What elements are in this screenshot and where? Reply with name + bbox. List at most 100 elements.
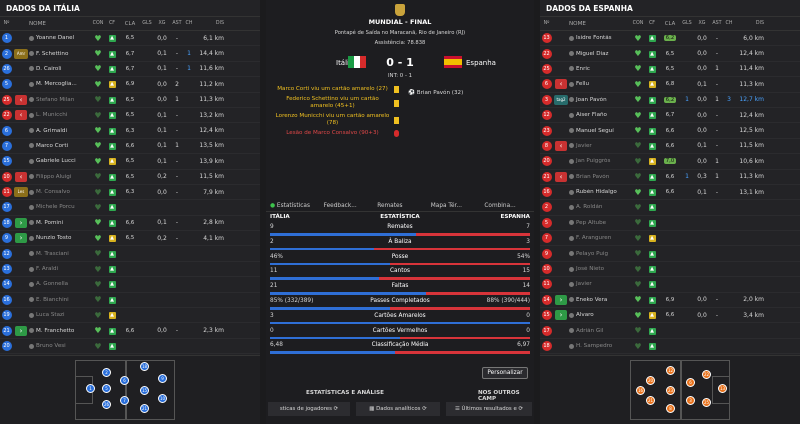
home-event[interactable]: Marco Corti viu um cartão amarelo (27) xyxy=(274,86,399,93)
player-name[interactable]: Rubén Hidalgo xyxy=(576,189,617,196)
player-name-cell[interactable]: Álvaro xyxy=(569,312,631,318)
spain-player-marker[interactable]: 13 xyxy=(718,384,727,393)
home-event[interactable]: Lorenzo Municchi viu um cartão amarelo (… xyxy=(274,113,399,127)
home-event[interactable]: Lesão de Marco Consalvo (90+3) xyxy=(274,130,399,137)
player-row[interactable]: 23 Manuel Seguí ♥ ▲ 6,6 0,0- 12,5 km xyxy=(540,123,800,139)
status-tag[interactable]: Les xyxy=(14,187,28,198)
italy-player-marker[interactable]: 18 xyxy=(140,362,149,371)
player-name-cell[interactable]: Jan Puiggròs xyxy=(569,158,631,164)
sub-out-icon[interactable]: ‹ xyxy=(15,94,27,105)
player-row[interactable]: 3 tag2 Joan Pavón ♥ ▲ 6,2 1 0,0 1 3 12,7 km xyxy=(540,93,800,108)
player-name-cell[interactable]: A. Gonnella xyxy=(29,281,91,287)
player-name[interactable]: Manuel Seguí xyxy=(576,127,614,134)
player-name[interactable]: Eneko Vera xyxy=(576,296,608,303)
player-name-cell[interactable]: José Nieto xyxy=(569,266,631,272)
player-name-cell[interactable]: A. Roldán xyxy=(569,204,631,210)
player-row[interactable]: 13 Isidre Fontás ♥ ▲ 6,2 0,0- 6,0 km xyxy=(540,31,800,47)
player-row[interactable]: 6 A. Grimaldi ♥ ▲ 6,3 0,1- 12,4 km xyxy=(0,123,260,139)
player-name-cell[interactable]: Eneko Vera xyxy=(569,297,631,303)
status-tag[interactable]: Amr xyxy=(14,48,28,59)
column-header[interactable]: AST xyxy=(172,21,182,26)
player-name[interactable]: A. Grimaldi xyxy=(36,127,68,134)
player-row[interactable]: 14 A. Gonnella ♥ ▲ xyxy=(0,277,260,293)
player-name[interactable]: Álvaro xyxy=(576,312,594,319)
player-row[interactable]: 22 ‹ L. Municchi ♥ ▲ 6,5 0,1- 13,2 km xyxy=(0,108,260,124)
player-name-cell[interactable]: Isidre Fontás xyxy=(569,35,631,41)
player-row[interactable]: 10 José Nieto ♥ ▲ xyxy=(540,262,800,278)
player-row[interactable]: 25 ‹ Stefano Milan ♥ ▲ 6,5 0,0 1 11,3 km xyxy=(0,93,260,108)
player-name[interactable]: Adrián Gil xyxy=(576,327,604,334)
player-name[interactable]: Isidre Fontás xyxy=(576,35,612,42)
player-name[interactable]: F. Aranguren xyxy=(576,235,612,242)
player-row[interactable]: 18 H. Sampedro ♥ ▲ xyxy=(540,339,800,355)
column-header[interactable]: AST xyxy=(712,21,722,26)
player-name-cell[interactable]: Javier xyxy=(569,281,631,287)
player-row[interactable]: 20 Bruno Vesi ♥ ▲ xyxy=(0,339,260,355)
italy-player-marker[interactable]: 10 xyxy=(158,394,167,403)
player-name-cell[interactable]: F. Araldi xyxy=(29,266,91,272)
player-name[interactable]: Pelayo Puig xyxy=(576,250,609,257)
player-name[interactable]: M. Pomini xyxy=(36,219,64,226)
spain-player-marker[interactable]: 6 xyxy=(686,378,695,387)
column-header[interactable]: GLS xyxy=(142,21,152,26)
column-header[interactable]: Nº xyxy=(543,21,550,26)
sub-out-icon[interactable]: ‹ xyxy=(555,79,567,90)
player-name-cell[interactable]: Pelayo Puig xyxy=(569,251,631,257)
player-name-cell[interactable]: M. Trasciani xyxy=(29,251,91,257)
italy-player-marker[interactable]: 21 xyxy=(140,404,149,413)
away-event[interactable]: ⚽ Brian Pavón (32) xyxy=(408,90,518,97)
stat-row[interactable]: 6,48 Classificação Média 6,97 xyxy=(270,342,530,356)
player-name-cell[interactable]: Manuel Seguí xyxy=(569,128,631,134)
player-name-cell[interactable]: Pep Altube xyxy=(569,220,631,226)
player-name-cell[interactable]: Adrián Gil xyxy=(569,328,631,334)
player-row[interactable]: 7 Marco Corti ♥ ▲ 6,6 0,1 1 13,5 km xyxy=(0,139,260,155)
player-row[interactable]: 15 Gabriele Lucci ♥ ▲ 6,5 0,1- 13,9 km xyxy=(0,154,260,170)
player-row[interactable]: 5 M. Mercoglia... ♥ ▲ 6,9 0,0 2 11,2 km xyxy=(0,77,260,93)
player-name[interactable]: Joan Pavón xyxy=(576,96,607,103)
column-header[interactable]: Nº xyxy=(3,21,10,26)
player-name[interactable]: Jan Puiggròs xyxy=(576,158,611,165)
player-name-cell[interactable]: Stefano Milan xyxy=(29,97,91,103)
sub-out-icon[interactable]: ‹ xyxy=(15,110,27,121)
player-name[interactable]: Yoanne Danel xyxy=(36,35,75,42)
player-name-cell[interactable]: Fellu xyxy=(569,81,631,87)
column-header[interactable]: DIS xyxy=(215,21,224,26)
player-row[interactable]: 8 ‹ Javier ♥ ▲ 6,6 0,1- 11,5 km xyxy=(540,139,800,155)
stat-row[interactable]: 46% Posse 54% xyxy=(270,254,530,268)
player-name[interactable]: D. Cairoli xyxy=(36,65,62,72)
player-name[interactable]: A. Roldán xyxy=(576,204,603,211)
column-header[interactable]: XG xyxy=(158,21,166,26)
player-name-cell[interactable]: M. Pomini xyxy=(29,220,91,226)
sub-out-icon[interactable]: ‹ xyxy=(555,171,567,182)
player-row[interactable]: 26 D. Cairoli ♥ ▲ 6,7 0,1-1 11,6 km xyxy=(0,62,260,78)
player-name[interactable]: M. Franchetto xyxy=(36,327,75,334)
sub-in-icon[interactable]: › xyxy=(555,310,567,321)
sub-in-icon[interactable]: › xyxy=(555,294,567,305)
player-name[interactable]: M. Trasciani xyxy=(36,250,69,257)
home-event[interactable]: Federico Schettino viu um cartão amarelo… xyxy=(274,96,399,110)
player-name[interactable]: M. Mercoglia... xyxy=(36,81,77,88)
italy-player-marker[interactable]: 1 xyxy=(86,384,95,393)
player-name-cell[interactable]: Enric xyxy=(569,66,631,72)
personalize-button[interactable]: Personalizar xyxy=(482,367,528,379)
spain-player-marker[interactable]: 23 xyxy=(666,386,675,395)
stat-row[interactable]: 3 Cartões Amarelos 0 xyxy=(270,313,530,327)
italy-player-marker[interactable]: 9 xyxy=(158,374,167,383)
player-row[interactable]: 12 M. Trasciani ♥ ▲ xyxy=(0,246,260,262)
player-name[interactable]: Gabriele Lucci xyxy=(36,158,76,165)
analytics-button[interactable]: ▦ Dados analíticos ⟳ xyxy=(356,402,440,416)
player-row[interactable]: 16 Rubén Hidalgo ♥ ▲ 6,6 0,1- 13,1 km xyxy=(540,185,800,201)
player-name-cell[interactable]: Rubén Hidalgo xyxy=(569,189,631,195)
column-header[interactable]: XG xyxy=(698,21,706,26)
player-name[interactable]: M. Consalvo xyxy=(36,189,70,196)
player-name-cell[interactable]: F. Aranguren xyxy=(569,235,631,241)
player-row[interactable]: 13 F. Araldi ♥ ▲ xyxy=(0,262,260,278)
player-name[interactable]: Javier xyxy=(576,281,592,288)
column-header[interactable]: CON xyxy=(92,21,104,26)
player-name-cell[interactable]: Michele Porcu xyxy=(29,204,91,210)
player-name-cell[interactable]: F. Schettino xyxy=(29,51,91,57)
player-row[interactable]: 2 Amr F. Schettino ♥ ▲ 6,7 0,1-1 14,4 km xyxy=(0,46,260,62)
tab-2[interactable]: Remates xyxy=(373,200,427,211)
tab-0[interactable]: ● Estatísticas xyxy=(266,200,320,211)
sub-in-icon[interactable]: › xyxy=(15,233,27,244)
